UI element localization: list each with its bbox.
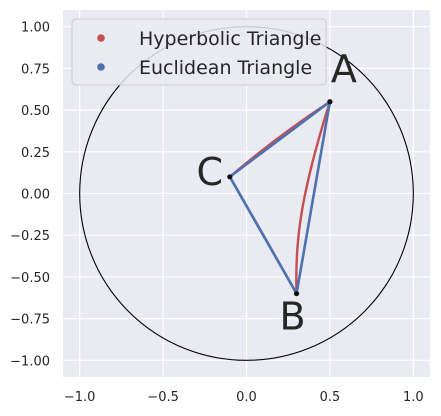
euclidean-edge-1 (228, 175, 298, 295)
legend-label: Hyperbolic Triangle (139, 28, 321, 50)
euclidean-edge-0 (228, 100, 332, 179)
y-tick-label: 1.00 (21, 21, 50, 36)
y-tick-label: −0.25 (10, 229, 50, 244)
vertex-point-b (293, 290, 300, 297)
legend-marker (97, 34, 105, 42)
vertex-label-a: A (331, 47, 357, 91)
legend-label: Euclidean Triangle (139, 57, 312, 79)
y-tick-label: 0.00 (21, 188, 50, 203)
y-tick-label: −0.50 (10, 271, 50, 286)
y-tick-label: 0.75 (21, 62, 50, 77)
series-layer (228, 100, 332, 295)
hyperbolic-edge-2 (295, 100, 332, 295)
y-tick-label: −1.00 (10, 354, 50, 369)
tick-labels: −1.0 −0.5 0.0 0.5 1.0 1.00 0.75 0.50 0.25 0.00 −0.… (10, 21, 424, 405)
x-tick-label: 0.0 (236, 390, 257, 405)
vertex-label-c: C (197, 150, 224, 194)
y-tick-label: −0.75 (10, 313, 50, 328)
vertex-label-b: B (280, 295, 306, 339)
x-tick-label: −1.0 (64, 390, 96, 405)
legend-marker (97, 63, 105, 71)
x-tick-label: 1.0 (403, 390, 424, 405)
vertex-point-a (327, 99, 333, 105)
vertex-point-c (227, 174, 233, 180)
x-tick-label: −0.5 (147, 390, 179, 405)
legend-box (71, 18, 327, 86)
vertex-layer: A B C (197, 47, 357, 339)
euclidean-edge-2 (295, 100, 332, 295)
legend: Hyperbolic Triangle Euclidean Triangle (71, 18, 327, 86)
y-tick-label: 0.50 (21, 104, 50, 119)
y-tick-label: 0.25 (21, 146, 50, 161)
x-tick-label: 0.5 (320, 390, 341, 405)
